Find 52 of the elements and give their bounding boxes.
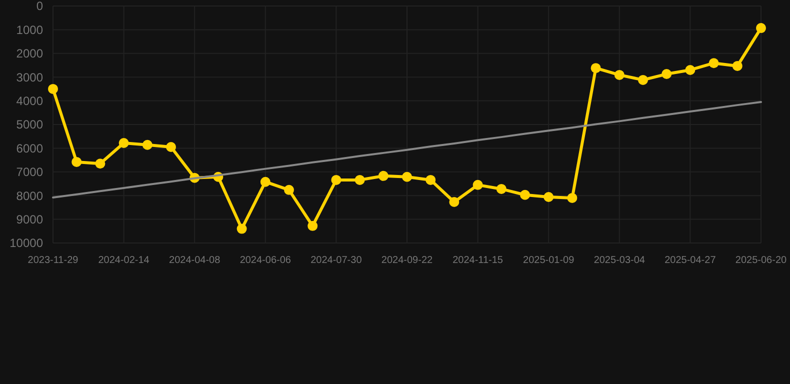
point: [308, 220, 318, 231]
y-tick-label: 0: [36, 0, 44, 14]
x-tick-label: 2025-01-09: [523, 255, 575, 266]
point: [567, 192, 578, 203]
point: [166, 142, 176, 152]
point: [756, 23, 766, 34]
point: [496, 184, 506, 194]
x-tick-label: 2024-06-06: [240, 255, 292, 266]
x-tick-label: 2024-02-14: [98, 255, 150, 266]
point: [708, 58, 719, 68]
y-tick-label: 7000: [16, 165, 44, 180]
point: [118, 138, 129, 148]
y-tick-label: 2000: [16, 46, 44, 61]
point: [95, 158, 106, 169]
y-tick-label: 9000: [16, 212, 44, 226]
point: [236, 224, 247, 234]
point: [284, 184, 294, 195]
y-tick-label: 10000: [10, 236, 44, 250]
x-tick-label: 2024-11-15: [452, 255, 504, 266]
point: [449, 197, 460, 207]
y-tick-label: 8000: [16, 188, 44, 203]
x-tick-label: 2025-03-04: [594, 255, 646, 266]
point: [72, 156, 82, 167]
point: [638, 74, 648, 85]
point: [331, 174, 342, 185]
y-tick-label: 6000: [16, 141, 44, 156]
point: [260, 176, 270, 187]
point: [685, 64, 696, 75]
point: [520, 190, 530, 200]
point: [402, 172, 412, 182]
point: [472, 180, 483, 190]
y-tick-label: 1000: [16, 22, 44, 37]
x-tick-label: 2024-07-30: [310, 255, 362, 266]
point: [544, 192, 554, 202]
y-tick-label: 5000: [16, 118, 44, 132]
point: [662, 69, 672, 80]
point: [590, 63, 601, 74]
point: [354, 174, 365, 185]
y-tick-label: 3000: [16, 70, 44, 84]
x-tick-label: 2025-04-27: [664, 255, 716, 266]
point: [614, 70, 624, 80]
point: [426, 174, 436, 185]
y-tick-label: 4000: [16, 94, 44, 108]
x-tick-label: 2025-06-20: [735, 255, 788, 266]
line-series: [52, 100, 762, 198]
x-tick-label: 2024-04-08: [169, 255, 221, 266]
x-tick-label: 2024-09-22: [381, 255, 434, 266]
point: [48, 84, 58, 94]
x-tick-label: 2023-11-29: [28, 255, 79, 266]
point: [732, 60, 742, 71]
point: [378, 170, 388, 181]
point: [142, 140, 152, 150]
